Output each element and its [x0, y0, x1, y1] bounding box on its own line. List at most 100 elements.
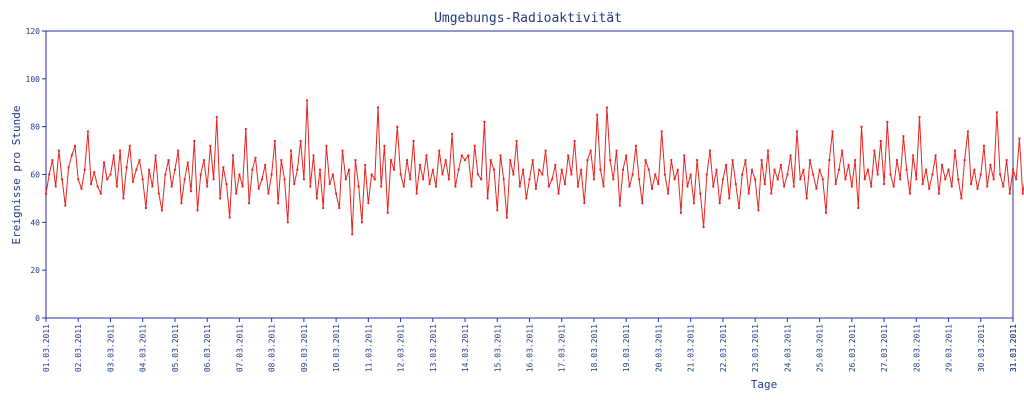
data-point: [818, 168, 821, 171]
data-point: [51, 159, 54, 162]
x-axis-label: Tage: [751, 378, 778, 391]
data-point: [667, 192, 670, 195]
data-point: [663, 173, 666, 176]
data-point: [512, 173, 515, 176]
data-point: [783, 185, 786, 188]
data-point: [193, 140, 196, 142]
data-point: [618, 204, 621, 207]
data-point: [106, 178, 109, 181]
data-point: [386, 211, 389, 214]
data-point: [206, 185, 209, 188]
x-tick-label: 27.03.2011: [880, 324, 889, 372]
data-point: [438, 149, 441, 152]
data-point: [267, 192, 270, 195]
data-point: [441, 173, 444, 176]
data-point: [254, 156, 257, 159]
data-point: [854, 159, 857, 162]
data-point: [770, 192, 773, 195]
data-point: [634, 144, 637, 147]
data-point: [573, 140, 576, 142]
data-point: [654, 173, 657, 176]
data-point: [270, 173, 273, 176]
data-point: [583, 202, 586, 205]
data-point: [273, 140, 276, 142]
data-point: [425, 154, 428, 157]
x-tick-label: 11.03.2011: [364, 324, 373, 372]
data-point: [1002, 185, 1005, 188]
data-point: [315, 197, 318, 200]
series-line: [45, 100, 1024, 235]
data-point: [499, 154, 502, 157]
data-point: [486, 197, 489, 200]
data-point: [702, 226, 705, 229]
data-point: [328, 183, 331, 186]
data-point: [905, 168, 908, 171]
data-point: [792, 185, 795, 188]
data-point: [954, 149, 956, 152]
data-point: [431, 168, 434, 171]
data-point: [779, 163, 782, 166]
data-point: [841, 149, 844, 152]
data-point: [312, 154, 315, 157]
data-point: [589, 149, 592, 152]
data-point: [605, 106, 608, 109]
x-tick-label: 06.03.2011: [203, 324, 212, 372]
data-point: [454, 185, 457, 188]
data-point: [908, 192, 911, 195]
data-point: [699, 192, 702, 195]
x-tick-label: 16.03.2011: [526, 324, 535, 372]
data-point: [67, 166, 70, 169]
data-point: [557, 192, 560, 195]
x-tick-label: 07.03.2011: [235, 324, 244, 372]
data-point: [183, 178, 186, 181]
data-point: [847, 163, 850, 166]
data-point: [515, 140, 518, 142]
x-tick-label: 15.03.2011: [493, 324, 502, 372]
x-tick-label: 21.03.2011: [687, 324, 696, 372]
data-point: [786, 173, 789, 176]
data-point: [238, 173, 241, 176]
data-point: [918, 116, 921, 119]
data-point: [422, 178, 425, 181]
data-point: [180, 202, 183, 205]
data-point: [802, 168, 805, 171]
data-point: [750, 168, 753, 171]
data-point: [80, 187, 83, 190]
data-point: [464, 159, 466, 162]
data-point: [299, 140, 302, 142]
data-point: [522, 168, 525, 171]
data-point: [341, 149, 344, 152]
data-point: [767, 149, 769, 152]
data-point: [373, 178, 376, 181]
data-point: [744, 159, 747, 162]
data-point: [970, 183, 973, 186]
data-point: [670, 159, 673, 162]
data-point: [602, 185, 605, 188]
data-point: [128, 144, 131, 147]
data-point: [612, 178, 615, 181]
data-point: [141, 178, 144, 181]
data-point: [480, 178, 483, 181]
x-tick-label: 19.03.2011: [622, 324, 631, 372]
data-point: [725, 163, 728, 166]
x-tick-label: 01.03.2011: [42, 324, 51, 372]
data-point: [199, 173, 202, 176]
data-point: [879, 140, 882, 142]
data-point: [99, 192, 102, 195]
data-point: [660, 130, 663, 133]
data-point: [551, 178, 554, 181]
data-point: [457, 168, 460, 171]
data-point: [406, 159, 408, 162]
data-point: [709, 149, 711, 152]
data-point: [119, 149, 122, 152]
data-point: [396, 125, 399, 128]
data-point: [866, 168, 869, 171]
x-tick-label: 12.03.2011: [397, 324, 406, 372]
data-point: [931, 173, 934, 176]
data-point: [576, 185, 579, 188]
data-point: [883, 183, 886, 186]
data-point: [57, 149, 60, 152]
data-point: [628, 185, 631, 188]
data-point: [125, 166, 128, 169]
data-point: [399, 173, 402, 176]
